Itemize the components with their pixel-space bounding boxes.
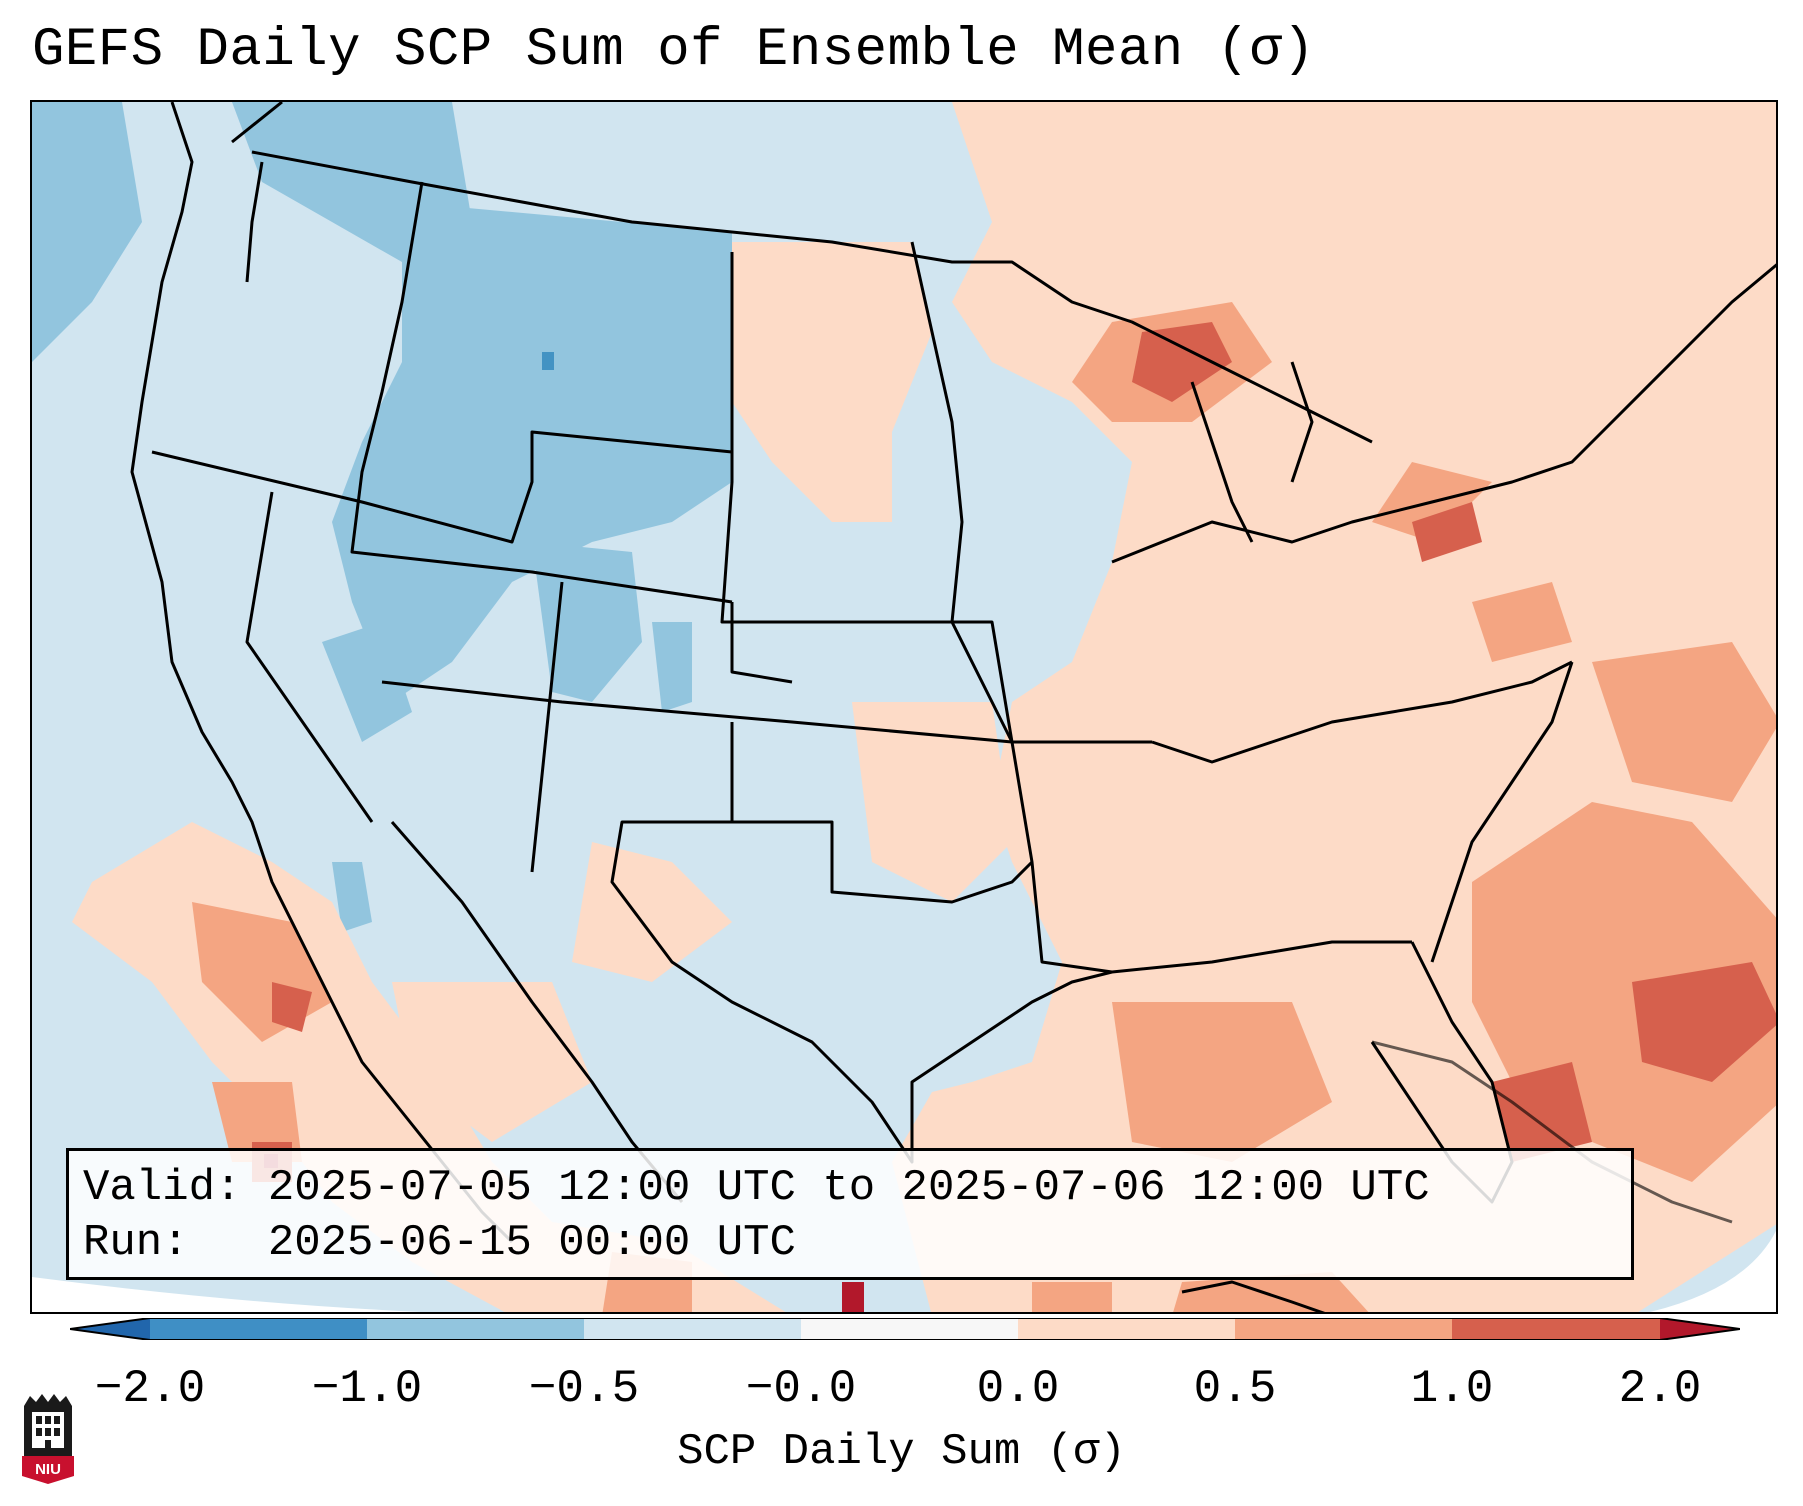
- colorbar-segment: [367, 1318, 584, 1340]
- map-panel: [30, 100, 1778, 1314]
- pacific-coastline: [130, 102, 514, 1244]
- colorbar-segment: [1235, 1318, 1452, 1340]
- colorbar-tick: −2.0: [94, 1363, 206, 1415]
- yucatan-coast: [1181, 1280, 1326, 1312]
- dakota-nebraska-border: [720, 252, 1014, 743]
- puget-sound: [231, 102, 283, 283]
- chart-title: GEFS Daily SCP Sum of Ensemble Mean (σ): [32, 20, 1316, 81]
- gulf-coast-states: [1010, 741, 1412, 974]
- nevada-ca-border: [245, 491, 374, 823]
- colorbar-tick: −1.0: [311, 1363, 423, 1415]
- strong-positive-regions: [252, 322, 1776, 1182]
- colorbar-tick: 0.5: [1193, 1363, 1277, 1415]
- colorbar-extend-low: [70, 1318, 150, 1340]
- logo-text: NIU: [35, 1461, 61, 1478]
- colorbar-segment: [1018, 1318, 1235, 1340]
- colorbar-segment: [150, 1318, 367, 1340]
- lake-michigan-huron: [1190, 361, 1314, 543]
- colorbar-segment: [584, 1318, 801, 1340]
- colorbar-tick: 0.0: [976, 1363, 1060, 1415]
- idaho-montana-border: [350, 181, 733, 604]
- colorbar-tick: −0.5: [528, 1363, 640, 1415]
- strong-negative-cells: [542, 352, 554, 370]
- atlantic-coastline: [1430, 661, 1574, 963]
- run-label: Run:: [83, 1218, 189, 1268]
- valid-time: 2025-07-05 12:00 UTC to 2025-07-06 12:00…: [267, 1163, 1430, 1213]
- ut-az-border-line: [381, 680, 1152, 744]
- tn-ky-border: [1151, 660, 1573, 764]
- minnesota-iowa-border: [910, 241, 1014, 743]
- colorbar-tick: 1.0: [1410, 1363, 1494, 1415]
- canada-border: [251, 150, 1373, 444]
- domain-edge-bottom-left: [32, 1277, 422, 1312]
- boundaries: [130, 102, 1776, 1312]
- domain-edge-bottom-right: [1649, 1230, 1776, 1312]
- colorbar-extend-high: [1660, 1318, 1740, 1340]
- cuba-outline: [1371, 1040, 1733, 1224]
- colorbar-segment: [1452, 1318, 1660, 1340]
- run-time: 2025-06-15 00:00 UTC: [267, 1218, 796, 1268]
- colorbar-tick: −0.0: [745, 1363, 857, 1415]
- info-box: Valid: 2025-07-05 12:00 UTC to 2025-07-0…: [66, 1148, 1634, 1280]
- colorbar: [70, 1318, 1740, 1340]
- niu-logo: NIU: [22, 1394, 74, 1484]
- valid-label: Valid:: [83, 1163, 242, 1213]
- texas-outline: [610, 820, 1113, 1164]
- scp-field-map: [32, 102, 1776, 1312]
- colorado-border: [530, 581, 793, 873]
- oregon-nevada-border: [151, 430, 733, 544]
- colorbar-tick: 2.0: [1618, 1363, 1702, 1415]
- colorbar-segment: [801, 1318, 1018, 1340]
- great-lakes-northeast: [1111, 263, 1776, 564]
- colorbar-label: SCP Daily Sum (σ): [677, 1427, 1126, 1477]
